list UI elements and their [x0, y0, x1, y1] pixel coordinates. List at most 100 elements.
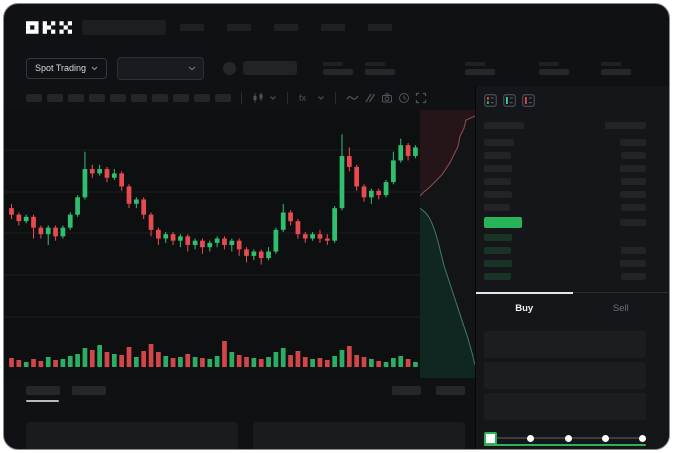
market-subbar: Spot Trading — [4, 50, 669, 86]
order-form-field-placeholder[interactable] — [484, 393, 646, 420]
interval-button-placeholder[interactable] — [131, 94, 147, 102]
book-split-icon[interactable] — [484, 94, 497, 112]
interval-button-placeholder[interactable] — [152, 94, 168, 102]
app-window: Spot Trading — [3, 3, 670, 450]
slider-step-dot[interactable] — [527, 434, 535, 442]
book-bids-icon[interactable] — [503, 94, 516, 112]
slider-step-dot[interactable] — [601, 434, 609, 442]
price-placeholder — [484, 273, 511, 280]
amount-placeholder — [620, 260, 646, 267]
interval-buttons — [26, 94, 231, 102]
order-form-field-placeholder[interactable] — [484, 362, 646, 389]
slider-handle[interactable] — [484, 431, 497, 445]
bottom-tab-placeholder[interactable] — [26, 386, 60, 402]
nav-item-placeholder[interactable] — [321, 23, 345, 31]
amount-placeholder — [620, 165, 646, 172]
svg-text:fx: fx — [299, 93, 307, 103]
slider-step-dot[interactable] — [639, 434, 646, 442]
amount-placeholder — [620, 139, 646, 146]
ask-row[interactable] — [484, 188, 646, 201]
ask-row[interactable] — [484, 149, 646, 162]
order-form-field-placeholder[interactable] — [484, 331, 646, 358]
book-asks-icon[interactable] — [522, 94, 535, 112]
chevron-down-icon — [91, 66, 98, 70]
interval-button-placeholder[interactable] — [173, 94, 189, 102]
ticker-stat-placeholder — [601, 61, 632, 75]
divider — [241, 92, 242, 104]
okx-logo[interactable] — [26, 20, 72, 34]
stat-label-placeholder — [465, 61, 486, 66]
amount-slider[interactable] — [484, 431, 646, 445]
clock-icon[interactable] — [398, 92, 410, 104]
pair-name-placeholder — [243, 61, 298, 75]
ticker-stats — [297, 61, 632, 75]
price-placeholder — [484, 247, 511, 254]
amount-placeholder — [620, 191, 646, 198]
camera-icon[interactable] — [381, 92, 393, 104]
stat-value-placeholder — [465, 68, 496, 75]
bottom-action-placeholder[interactable] — [436, 386, 465, 395]
stat-value-placeholder — [601, 68, 632, 75]
bid-row[interactable] — [484, 270, 646, 283]
amount-placeholder — [620, 219, 646, 226]
tab-buy-label: Buy — [515, 302, 534, 314]
price-placeholder — [484, 234, 512, 241]
slider-step-dot[interactable] — [564, 434, 572, 442]
top-navbar — [4, 4, 669, 50]
interval-button-placeholder[interactable] — [47, 94, 63, 102]
nav-item-placeholder[interactable] — [368, 23, 392, 31]
bottom-panels — [4, 416, 475, 449]
buy-submit-button[interactable] — [484, 444, 646, 446]
indicator-icon[interactable]: fx — [298, 92, 312, 104]
market-type-label: Spot Trading — [35, 63, 87, 73]
orderbook — [476, 120, 669, 283]
expand-icon[interactable] — [415, 92, 427, 104]
order-form — [476, 323, 669, 420]
last-price-row[interactable] — [484, 215, 646, 230]
draw-icon[interactable] — [364, 92, 376, 104]
ask-row[interactable] — [484, 175, 646, 188]
divider — [287, 92, 288, 104]
bid-row[interactable] — [484, 231, 646, 244]
tab-buy[interactable]: Buy — [476, 292, 573, 323]
bid-row[interactable] — [484, 257, 646, 270]
depth-chart[interactable] — [420, 110, 475, 378]
bid-row[interactable] — [484, 244, 646, 257]
interval-button-placeholder[interactable] — [110, 94, 126, 102]
interval-button-placeholder[interactable] — [215, 94, 231, 102]
price-placeholder — [484, 178, 511, 185]
bottom-action-placeholder[interactable] — [392, 386, 421, 395]
market-type-selector[interactable]: Spot Trading — [26, 57, 108, 79]
stat-value-placeholder — [365, 68, 396, 75]
candlestick-chart[interactable] — [4, 110, 420, 378]
bottom-tab-bar — [4, 378, 475, 416]
interval-button-placeholder[interactable] — [89, 94, 105, 102]
line-icon[interactable] — [346, 92, 359, 104]
candles-icon[interactable] — [252, 92, 264, 104]
amount-placeholder — [621, 178, 646, 185]
bottom-tab-placeholder[interactable] — [72, 386, 106, 402]
trade-sidebar: Buy Sell — [475, 86, 669, 449]
amount-placeholder — [621, 152, 646, 159]
ask-row[interactable] — [484, 201, 646, 214]
ask-rows — [484, 136, 646, 214]
interval-button-placeholder[interactable] — [68, 94, 84, 102]
chevron-down-icon[interactable] — [317, 95, 325, 101]
pair-avatar — [223, 61, 237, 75]
nav-item-placeholder[interactable] — [227, 23, 251, 31]
price-placeholder — [484, 204, 510, 211]
tab-sell[interactable]: Sell — [573, 293, 670, 323]
pair-dropdown[interactable] — [117, 56, 205, 80]
nav-item-placeholder[interactable] — [274, 23, 298, 31]
interval-button-placeholder[interactable] — [26, 94, 42, 102]
ask-row[interactable] — [484, 162, 646, 175]
amount-placeholder — [621, 247, 646, 254]
price-column-label-placeholder — [484, 122, 524, 129]
ask-row[interactable] — [484, 136, 646, 149]
search-input-placeholder[interactable] — [82, 19, 166, 35]
price-placeholder — [484, 165, 512, 172]
nav-item-placeholder[interactable] — [180, 23, 204, 31]
stat-label-placeholder — [365, 61, 386, 66]
chevron-down-icon[interactable] — [269, 95, 277, 101]
interval-button-placeholder[interactable] — [194, 94, 210, 102]
